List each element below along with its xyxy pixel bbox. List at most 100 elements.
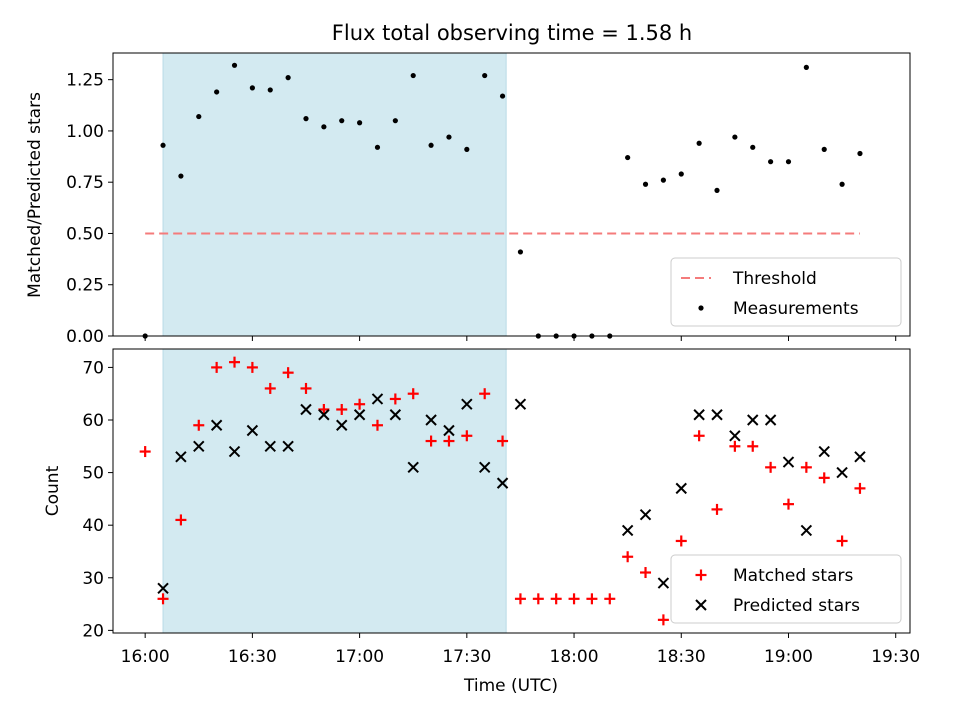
chart-title: Flux total observing time = 1.58 h: [332, 21, 692, 45]
count-point: [228, 445, 241, 458]
count-point: [425, 414, 437, 426]
count-point: [318, 409, 330, 421]
count-point: [389, 393, 401, 405]
measurement-point: [785, 159, 792, 165]
y-tick-label: 50: [82, 464, 104, 484]
count-point: [443, 424, 455, 437]
count-point: [371, 419, 383, 431]
y-tick-label: 20: [82, 621, 104, 641]
count-point: [389, 409, 402, 421]
measurement-point: [768, 159, 774, 165]
count-point: [443, 435, 455, 447]
count-point: [800, 461, 812, 473]
measurement-point: [267, 87, 273, 93]
count-point: [782, 498, 794, 510]
count-point: [621, 524, 634, 537]
count-point: [371, 393, 384, 405]
y-tick-label: 0.75: [66, 173, 104, 193]
count-point: [300, 382, 312, 394]
count-point: [425, 435, 437, 447]
legend-label: Predicted stars: [733, 596, 860, 616]
measurement-point: [750, 144, 756, 150]
x-tick-label: 16:00: [121, 647, 170, 667]
count-point: [675, 482, 687, 495]
count-legend: Matched stars Predicted stars: [670, 554, 902, 624]
y-tick-label: 0.25: [66, 276, 104, 296]
count-point: [193, 419, 205, 431]
ratio-y-axis-label: Matched/Predicted stars: [25, 92, 45, 298]
count-point: [693, 430, 705, 442]
measurement-point: [499, 93, 506, 99]
count-point: [157, 582, 169, 595]
count-point: [336, 419, 348, 431]
count-point: [729, 430, 741, 442]
x-axis-label: Time (UTC): [463, 676, 558, 696]
count-point: [657, 577, 670, 589]
legend-swatch: [695, 569, 707, 581]
count-point: [336, 403, 348, 415]
measurement-point: [374, 144, 381, 150]
count-point: [282, 440, 294, 453]
count-point: [318, 403, 330, 415]
count-point: [854, 451, 866, 463]
measurement-point: [357, 120, 363, 126]
count-point: [157, 593, 169, 605]
measurement-point: [821, 146, 827, 152]
count-point: [836, 535, 848, 547]
measurement-point: [839, 181, 845, 187]
legend-label: Threshold: [732, 269, 817, 289]
count-point: [639, 508, 652, 521]
count-point: [747, 414, 759, 426]
count-point: [496, 477, 509, 489]
count-point: [139, 446, 151, 458]
legend-label: Matched stars: [733, 566, 853, 586]
legend-swatch: [695, 599, 707, 611]
x-tick-label: 18:30: [657, 647, 706, 667]
count-point: [264, 382, 276, 394]
measurement-point: [428, 142, 434, 148]
count-point: [765, 461, 777, 473]
count-point: [407, 388, 419, 400]
measurement-point: [857, 150, 863, 157]
measurement-point: [517, 249, 524, 255]
measurement-point: [642, 181, 649, 187]
measurement-point: [231, 62, 238, 68]
count-point: [354, 398, 366, 410]
count-point: [604, 593, 616, 605]
y-tick-label: 0.50: [66, 224, 104, 244]
measurement-point: [160, 142, 166, 148]
legend-label: Measurements: [733, 299, 859, 319]
ratio-legend: Threshold Measurements: [670, 257, 902, 327]
count-point: [407, 461, 419, 474]
y-tick-label: 60: [82, 411, 104, 431]
count-point: [657, 614, 669, 626]
count-plot: 20 30 40 50 60 70 16:00 16:30 17:00 17:30 18:00 18…: [43, 348, 920, 696]
measurement-point: [321, 124, 327, 130]
x-tick-label: 17:00: [335, 647, 384, 667]
measurement-point: [249, 85, 255, 91]
measurement-point: [178, 173, 184, 179]
measurement-point: [660, 177, 666, 183]
count-point: [836, 466, 848, 479]
count-point: [711, 503, 723, 515]
count-point: [246, 424, 259, 437]
count-point: [586, 593, 598, 605]
count-point: [300, 403, 312, 416]
count-point: [854, 482, 866, 494]
measurement-point: [678, 171, 684, 177]
x-tick-label: 16:30: [228, 647, 277, 667]
count-y-axis-label: Count: [43, 465, 63, 516]
ratio-plot-frame: [112, 52, 911, 337]
measurement-point: [446, 134, 452, 140]
measurement-point: [285, 75, 291, 81]
measurement-point: [803, 64, 809, 70]
x-tick-label: 18:00: [550, 647, 599, 667]
measurement-point: [464, 146, 470, 152]
count-point: [479, 388, 491, 400]
count-plot-frame: [112, 348, 911, 634]
count-point: [497, 435, 509, 447]
count-point: [675, 535, 687, 547]
y-tick-label: 1.00: [66, 122, 104, 142]
count-point: [711, 409, 723, 421]
count-point: [818, 472, 830, 484]
